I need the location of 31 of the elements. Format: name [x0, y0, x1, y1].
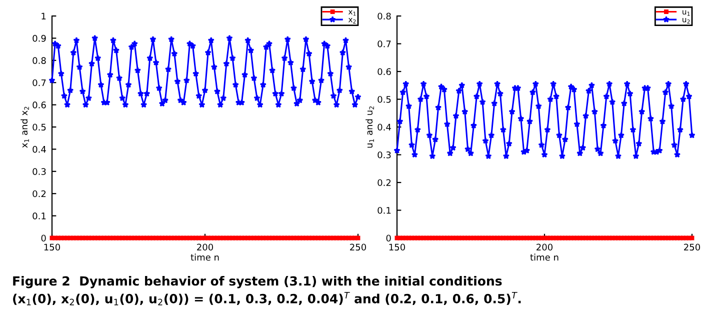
y-axis-title: u$_{1}$ and u$_{2}$ [366, 106, 374, 148]
text: Figure 2 Dynamic behavior of system (3.1) with the initial conditions (x$_{1}$(0), x$_{2}$(0), u$_{1}$(0), u$_{2}$(0)) = (0.1, 0.3, 0.2, 0.04)$^{T}$ and (0.2, 0.1, 0.6, 0.5)$^{T}$. [13, 276, 521, 306]
y-tick-label: 0.6 [32, 102, 46, 108]
y-axis-title: x$_{1}$ and x$_{2}$ [20, 106, 29, 148]
y-tick-label: 0.6 [378, 68, 391, 76]
y-tick-label: 0.7 [378, 40, 391, 48]
y-tick-label: 0.5 [378, 96, 391, 103]
y-tick-label: 0.1 [32, 212, 46, 220]
x-tick-label: 200 [536, 244, 553, 251]
y-tick-label: 0.2 [378, 179, 391, 186]
y-tick-label: 0.1 [378, 206, 391, 214]
y-tick-label: 0.9 [32, 34, 46, 42]
x-axis-title: time n [530, 254, 558, 261]
y-tick-label: 0 [41, 234, 46, 242]
x-tick-label: 200 [197, 244, 214, 251]
x-axis-title: time n [190, 254, 219, 261]
y-tick-label: 0.8 [378, 12, 391, 20]
y-tick-label: 0.4 [32, 146, 46, 153]
y-tick-label: 0 [386, 234, 391, 242]
y-tick-label: 0.5 [32, 124, 46, 131]
y-tick-label: 0.8 [32, 57, 46, 64]
y-tick-label: 0.4 [378, 124, 391, 131]
y-tick-label: 0.3 [378, 151, 391, 158]
x-tick-label: 250 [350, 244, 366, 251]
y-tick-label: 1 [42, 12, 46, 20]
x-tick-label: 150 [44, 244, 60, 251]
x-tick-label: 250 [684, 244, 700, 251]
y-tick-label: 0.3 [32, 168, 46, 175]
x-tick-label: 150 [389, 244, 406, 251]
y-tick-label: 0.7 [32, 79, 46, 86]
y-tick-label: 0.2 [32, 190, 46, 198]
